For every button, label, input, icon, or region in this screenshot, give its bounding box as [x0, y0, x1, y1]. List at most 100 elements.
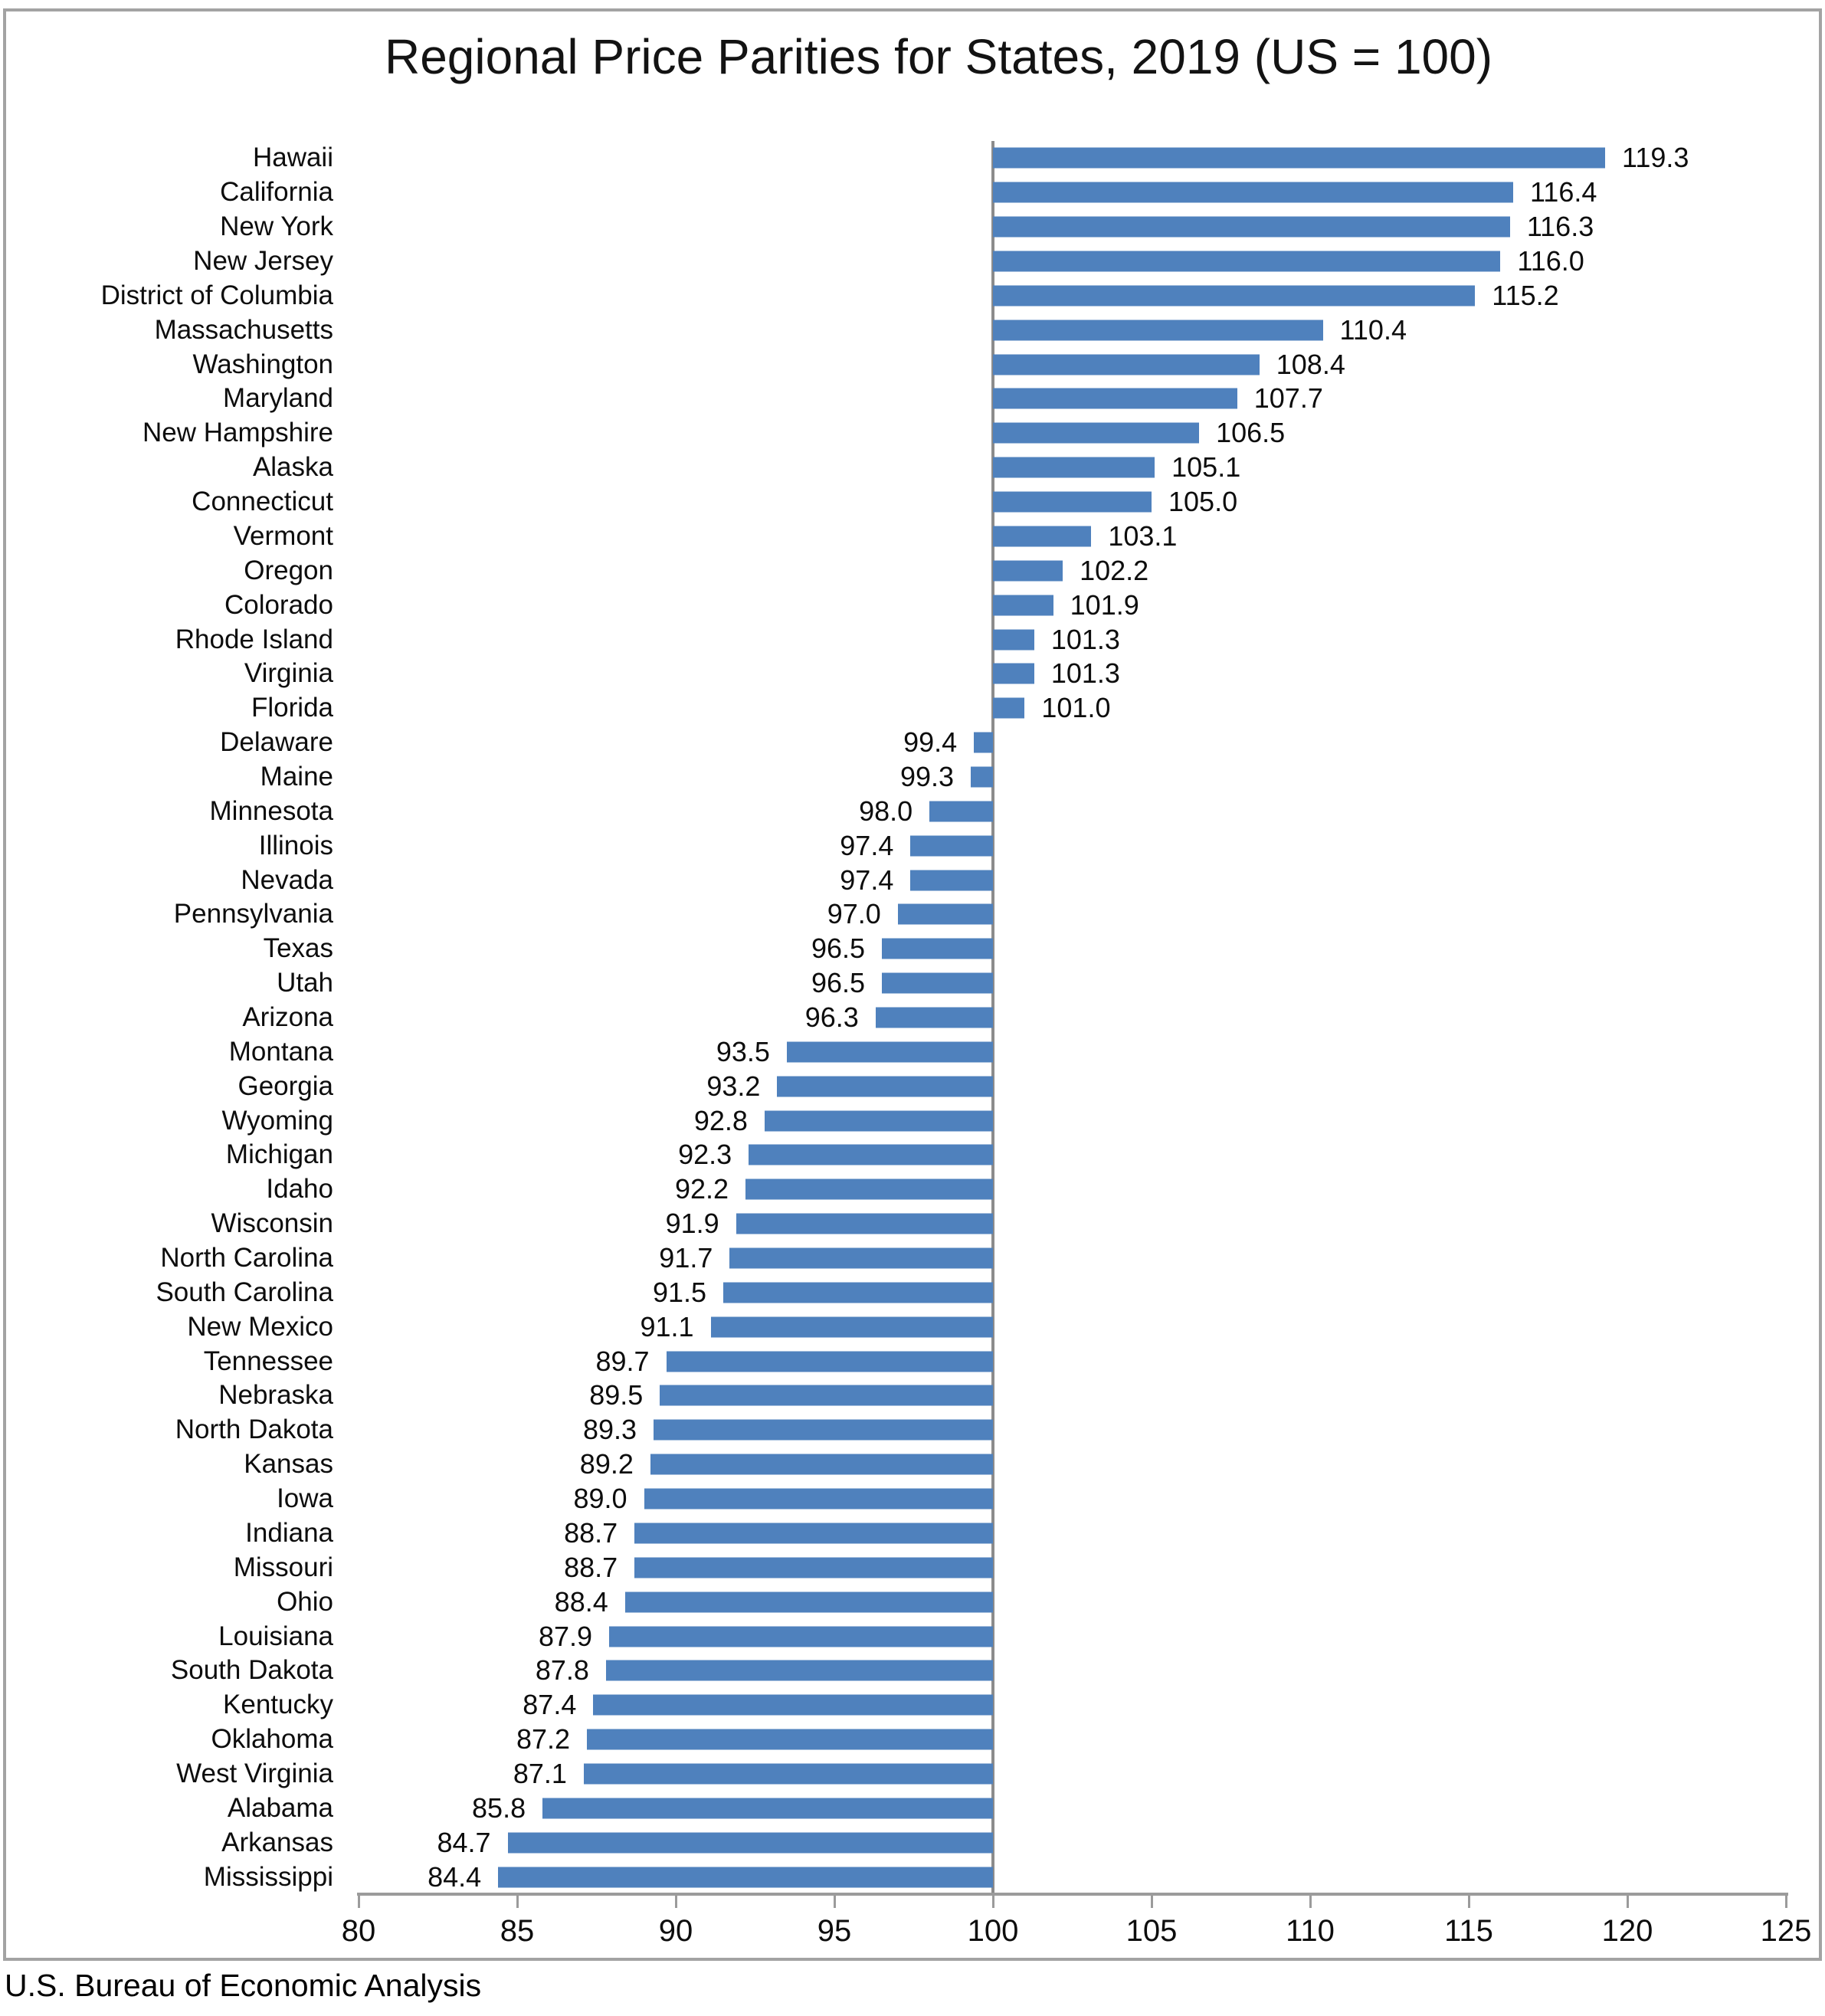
- category-label: Arizona: [242, 1001, 333, 1032]
- value-label: 92.3: [678, 1139, 732, 1171]
- bar: [993, 595, 1053, 616]
- bar-row: Colorado 101.9: [0, 588, 1825, 622]
- source-credit: U.S. Bureau of Economic Analysis: [5, 1968, 482, 2003]
- x-axis-tick-label: 85: [500, 1914, 535, 1948]
- bar: [993, 251, 1501, 272]
- bar-field: 101.0: [359, 691, 1786, 726]
- value-label: 89.5: [589, 1379, 644, 1411]
- category-label: Nevada: [241, 864, 333, 895]
- bar-row: Wisconsin 91.9: [0, 1207, 1825, 1241]
- bar-rows: Hawaii 119.3 California 116.4 New York 116.3 N…: [0, 141, 1825, 1894]
- bar-field: 101.9: [359, 588, 1786, 622]
- value-label: 98.0: [859, 795, 913, 827]
- value-label: 116.0: [1517, 245, 1584, 277]
- bar-row: Hawaii 119.3: [0, 141, 1825, 175]
- reference-line-100: [991, 141, 994, 1894]
- bar-field: 105.1: [359, 451, 1786, 485]
- bar-field: 103.1: [359, 519, 1786, 553]
- bar-field: 98.0: [359, 794, 1786, 828]
- bar-field: 99.3: [359, 760, 1786, 795]
- category-label: Missouri: [233, 1552, 333, 1582]
- bar-row: Louisiana 87.9: [0, 1619, 1825, 1654]
- bar: [745, 1178, 993, 1200]
- x-axis-tick: [1150, 1893, 1153, 1908]
- x-axis-tick-label: 100: [967, 1914, 1019, 1948]
- bar-field: 116.0: [359, 244, 1786, 279]
- bar-field: 87.2: [359, 1723, 1786, 1757]
- bar-row: Kentucky 87.4: [0, 1688, 1825, 1723]
- category-label: District of Columbia: [100, 280, 333, 310]
- value-label: 99.3: [899, 760, 955, 792]
- bar-row: North Dakota 89.3: [0, 1413, 1825, 1447]
- bar-row: Minnesota 98.0: [0, 794, 1825, 828]
- category-label: North Dakota: [175, 1414, 333, 1445]
- value-label: 96.5: [811, 967, 866, 999]
- value-label: 92.8: [693, 1104, 748, 1136]
- category-label: Delaware: [220, 727, 333, 758]
- x-axis-tick-label: 125: [1760, 1914, 1812, 1948]
- bar-row: West Virginia 87.1: [0, 1757, 1825, 1791]
- category-label: Nebraska: [218, 1380, 333, 1411]
- bar-row: Texas 96.5: [0, 932, 1825, 966]
- bar: [666, 1351, 993, 1372]
- category-label: Idaho: [266, 1174, 333, 1205]
- value-label: 89.7: [595, 1345, 650, 1377]
- value-label: 110.4: [1339, 313, 1407, 346]
- bar-row: Utah 96.5: [0, 966, 1825, 1001]
- category-label: Pennsylvania: [173, 899, 333, 929]
- bar-field: 84.4: [359, 1860, 1786, 1894]
- category-label: Maryland: [223, 383, 333, 414]
- bar-field: 89.0: [359, 1482, 1786, 1516]
- bar-row: Arizona 96.3: [0, 1001, 1825, 1035]
- bar: [749, 1144, 993, 1165]
- category-label: Tennessee: [203, 1346, 333, 1376]
- bar-field: 88.7: [359, 1550, 1786, 1585]
- value-label: 85.8: [472, 1791, 526, 1824]
- bar: [634, 1557, 993, 1578]
- bar-row: Alaska 105.1: [0, 451, 1825, 485]
- bar-row: Tennessee 89.7: [0, 1344, 1825, 1378]
- bar-field: 87.9: [359, 1619, 1786, 1654]
- bar-field: 92.3: [359, 1138, 1786, 1172]
- bar: [993, 388, 1237, 409]
- bar-field: 93.2: [359, 1069, 1786, 1103]
- bar-row: Delaware 99.4: [0, 726, 1825, 760]
- category-label: California: [220, 177, 333, 208]
- bar: [993, 526, 1092, 547]
- value-label: 89.0: [573, 1483, 627, 1515]
- bar-row: Kansas 89.2: [0, 1447, 1825, 1482]
- value-label: 96.3: [804, 1001, 859, 1033]
- category-label: Maine: [260, 761, 333, 792]
- category-label: Ohio: [277, 1586, 333, 1617]
- value-label: 119.3: [1622, 142, 1689, 174]
- value-label: 105.0: [1168, 486, 1238, 518]
- bar-field: 92.2: [359, 1172, 1786, 1207]
- value-label: 107.7: [1253, 382, 1323, 415]
- category-label: North Carolina: [160, 1243, 333, 1274]
- bar: [654, 1419, 993, 1441]
- bar: [993, 285, 1476, 306]
- bar: [644, 1488, 993, 1510]
- category-label: Georgia: [238, 1070, 333, 1101]
- bar: [974, 732, 993, 753]
- category-label: Louisiana: [218, 1621, 333, 1651]
- bar-field: 97.0: [359, 897, 1786, 932]
- x-axis-tick: [991, 1893, 994, 1908]
- bar-row: Indiana 88.7: [0, 1516, 1825, 1551]
- bar: [624, 1591, 993, 1613]
- category-label: Indiana: [245, 1517, 333, 1548]
- value-label: 87.1: [513, 1757, 567, 1789]
- bar: [993, 354, 1260, 375]
- bar-field: 91.7: [359, 1241, 1786, 1276]
- bar-row: Maryland 107.7: [0, 382, 1825, 416]
- value-label: 101.3: [1050, 657, 1120, 690]
- value-label: 101.9: [1070, 588, 1139, 621]
- value-label: 89.3: [582, 1414, 637, 1446]
- category-label: Minnesota: [209, 795, 333, 826]
- bar: [993, 182, 1513, 203]
- category-label: New York: [220, 211, 333, 242]
- bar-field: 107.7: [359, 382, 1786, 416]
- bar: [875, 1007, 993, 1028]
- category-label: Oklahoma: [211, 1724, 333, 1755]
- x-axis-tick: [357, 1893, 360, 1908]
